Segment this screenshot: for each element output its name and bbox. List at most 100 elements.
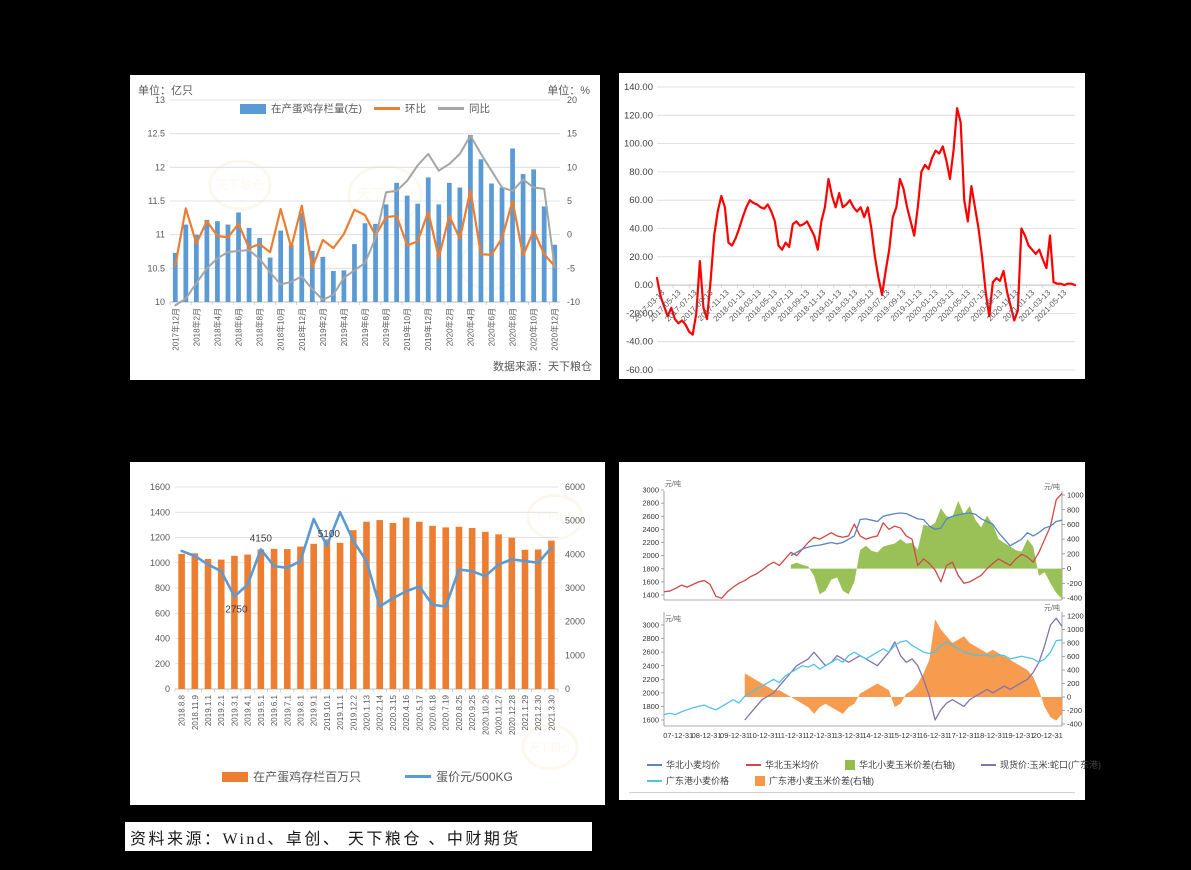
legend-separator	[629, 792, 1075, 793]
svg-text:1000: 1000	[150, 558, 170, 568]
svg-text:18-12-31: 18-12-31	[976, 731, 1006, 740]
svg-text:-200: -200	[1067, 579, 1082, 588]
wheat-corn-chart: 140016001800200022002400260028003000-400…	[642, 479, 1083, 740]
legend-label: 同比	[469, 103, 490, 115]
svg-text:2020.2.14: 2020.2.14	[376, 694, 385, 730]
svg-text:2019年6月: 2019年6月	[360, 308, 370, 346]
svg-text:1000: 1000	[565, 650, 585, 660]
svg-text:2021.3.30: 2021.3.30	[547, 694, 556, 730]
svg-text:元/吨: 元/吨	[665, 479, 681, 488]
svg-text:2019.7.1: 2019.7.1	[283, 694, 292, 726]
legend-label: 华北玉米均价	[765, 760, 820, 770]
svg-text:5: 5	[567, 196, 572, 206]
svg-text:2000: 2000	[642, 688, 659, 697]
svg-text:2020.1.13: 2020.1.13	[363, 694, 372, 730]
svg-text:2019.12.2: 2019.12.2	[349, 694, 358, 730]
svg-text:140.00: 140.00	[624, 82, 653, 93]
legend-item: 华北小麦玉米价差(右轴)	[845, 758, 955, 771]
svg-text:2020.7.19: 2020.7.19	[442, 694, 451, 730]
svg-text:2019.6.1: 2019.6.1	[270, 694, 279, 726]
svg-text:2019年4月: 2019年4月	[339, 308, 349, 346]
svg-text:-20.00: -20.00	[626, 308, 653, 319]
svg-text:600: 600	[1067, 652, 1080, 661]
sub-panel: 16001800200022002400260028003000-400-200…	[642, 603, 1083, 729]
legend-item: 在产蛋鸡存栏百万只	[222, 768, 361, 785]
svg-text:400: 400	[1067, 666, 1080, 675]
svg-text:2018年2月: 2018年2月	[191, 308, 201, 346]
svg-text:0: 0	[165, 684, 170, 694]
legend-label: 广东港小麦价格	[666, 776, 730, 786]
svg-text:2019.8.1: 2019.8.1	[296, 694, 305, 726]
svg-text:2020年12月: 2020年12月	[550, 308, 560, 351]
line-swatch-icon	[374, 107, 400, 110]
svg-text:07-12-31: 07-12-31	[663, 731, 693, 740]
line-series	[180, 510, 553, 608]
egg-price-chart-panel: 天下粮仓 天下粮仓 0 200 400 600 800 1000 1200 1400 1600 0 10…	[130, 462, 605, 805]
data-label: 2750	[225, 604, 248, 615]
hen-inventory-chart: 天下粮仓天下粮仓天下粮仓1010.51111.51212.513-10-5051…	[147, 95, 580, 351]
svg-text:2020年4月: 2020年4月	[465, 308, 475, 346]
legend-item: 广东港小麦玉米价差(右轴)	[755, 774, 874, 787]
unit-label-left: 单位：亿只	[138, 85, 193, 97]
svg-text:1600: 1600	[150, 482, 170, 492]
svg-text:2600: 2600	[642, 648, 659, 657]
svg-text:3000: 3000	[565, 583, 585, 593]
data-label: 5100	[318, 529, 341, 540]
svg-text:天下粮仓: 天下粮仓	[216, 177, 264, 192]
svg-text:1200: 1200	[150, 533, 170, 543]
line-swatch-icon	[981, 763, 997, 766]
svg-text:17-12-31: 17-12-31	[947, 731, 977, 740]
line-swatch-icon	[746, 763, 762, 766]
svg-text:12: 12	[155, 162, 165, 172]
svg-text:11-12-31: 11-12-31	[777, 731, 806, 740]
legend-label: 在产蛋鸡存栏百万只	[253, 770, 362, 784]
svg-text:2019.3.1: 2019.3.1	[230, 694, 239, 726]
svg-text:2018年10月: 2018年10月	[276, 308, 286, 351]
svg-text:15: 15	[567, 129, 577, 139]
svg-text:800: 800	[1067, 639, 1080, 648]
svg-text:2020.6.18: 2020.6.18	[429, 694, 438, 730]
svg-text:15-12-31: 15-12-31	[891, 731, 921, 740]
line-series	[744, 617, 1063, 721]
svg-text:1000: 1000	[1067, 625, 1084, 634]
legend-label: 广东港小麦玉米价差(右轴)	[769, 776, 875, 786]
svg-text:2019年12月: 2019年12月	[423, 308, 433, 351]
legend-item: 在产蛋鸡存栏量(左)	[240, 101, 362, 116]
svg-text:-200: -200	[1067, 706, 1082, 715]
svg-text:3000: 3000	[642, 621, 659, 630]
svg-text:11.5: 11.5	[148, 196, 165, 206]
svg-text:2020.4.16: 2020.4.16	[402, 694, 411, 730]
svg-text:2000: 2000	[642, 551, 659, 560]
svg-text:-400: -400	[1067, 594, 1082, 603]
area-swatch-icon	[755, 775, 766, 786]
svg-text:10: 10	[155, 297, 165, 307]
svg-text:2020.11.27: 2020.11.27	[495, 694, 504, 734]
svg-text:1200: 1200	[1067, 612, 1084, 621]
area-series	[744, 619, 1062, 721]
svg-text:2019.2.1: 2019.2.1	[217, 694, 226, 726]
svg-text:天下粮仓: 天下粮仓	[528, 740, 571, 754]
price-spread-chart: -60.00 -40.00 -20.00 0.00 20.00 40.00 60.00 80.…	[624, 82, 1077, 376]
svg-text:09-12-31: 09-12-31	[720, 731, 750, 740]
line-series	[663, 492, 1063, 599]
legend-item: 华北小麦均价	[647, 758, 720, 771]
data-source-text: 资料来源：Wind、卓创、 天下粮仓 、中财期货	[130, 830, 521, 848]
svg-text:4000: 4000	[565, 549, 585, 559]
svg-text:600: 600	[155, 608, 170, 618]
svg-text:2020年2月: 2020年2月	[444, 308, 454, 346]
legend-label: 现货价:玉米:蛇口(广东港)	[1000, 760, 1102, 770]
legend-label: 华北小麦玉米价差(右轴)	[859, 760, 956, 770]
svg-text:2200: 2200	[642, 538, 659, 547]
svg-text:-400: -400	[1067, 720, 1082, 729]
hen-inventory-chart-panel: 天下粮仓天下粮仓天下粮仓1010.51111.51212.513-10-5051…	[130, 75, 600, 380]
legend-label: 华北小麦均价	[666, 760, 721, 770]
svg-text:1800: 1800	[642, 564, 659, 573]
legend-label: 环比	[405, 103, 426, 115]
svg-text:2017年12月: 2017年12月	[170, 308, 180, 351]
bar-swatch-icon	[222, 771, 249, 782]
svg-text:2020年8月: 2020年8月	[508, 308, 518, 346]
svg-text:0: 0	[567, 230, 572, 240]
watermark: 天下粮仓	[521, 723, 579, 771]
svg-text:80.00: 80.00	[629, 167, 653, 178]
svg-text:1400: 1400	[642, 591, 659, 600]
